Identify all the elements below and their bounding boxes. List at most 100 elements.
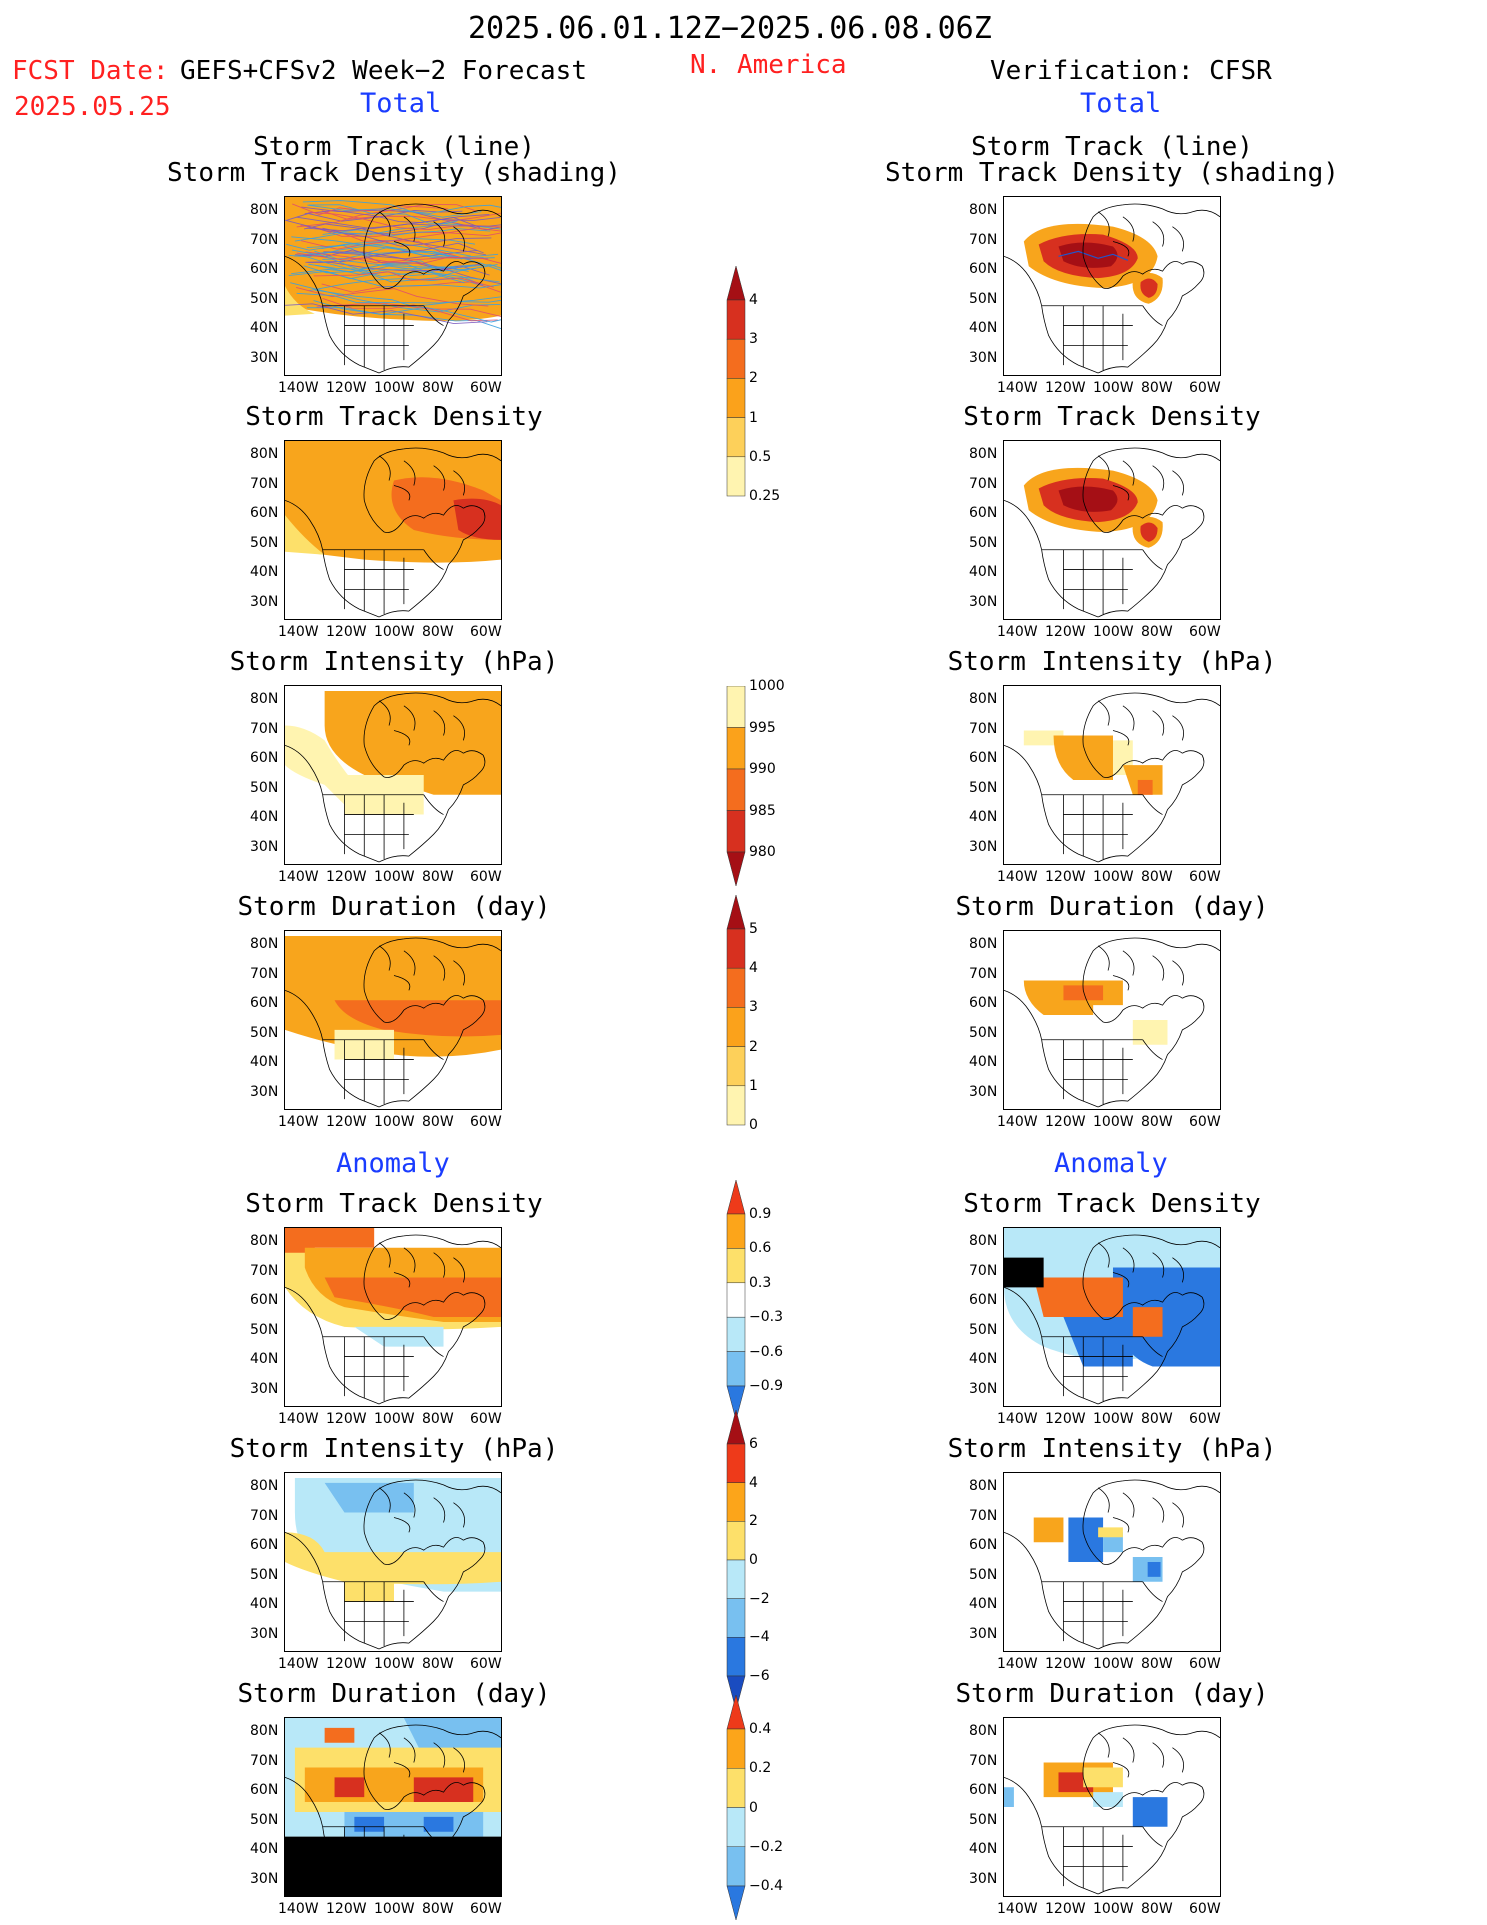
- lat-tick-label: 30N: [969, 1083, 998, 1100]
- shading-region: [285, 1532, 501, 1585]
- colorbar-label: 3: [749, 999, 758, 1016]
- panel-title: Storm Intensity (hPa): [947, 647, 1277, 677]
- colorbar-segment: [726, 1521, 746, 1561]
- lat-tick-label: 40N: [969, 1841, 998, 1857]
- storm-track-line: [302, 200, 482, 218]
- shading-region: [285, 197, 501, 321]
- total-label-right: Total: [1080, 88, 1162, 119]
- lon-tick-label: 80W: [422, 869, 454, 885]
- lat-tick-label: 40N: [250, 1054, 279, 1070]
- lon-tick-label: 60W: [1189, 869, 1221, 885]
- colorbar-segment: [726, 1598, 746, 1638]
- lat-tick-label: 70N: [969, 1262, 998, 1279]
- shading-region: [1023, 730, 1064, 746]
- colorbar-label: 985: [749, 802, 776, 819]
- storm-track-line: [306, 217, 481, 232]
- lat-tick-label: 70N: [250, 475, 279, 492]
- storm-track-line: [321, 244, 501, 271]
- map-outline: [1041, 1826, 1163, 1892]
- map-outline: [1041, 1336, 1163, 1402]
- lat-tick-label: 40N: [969, 809, 998, 825]
- storm-track-line: [304, 223, 487, 256]
- map-outline: [1097, 1242, 1184, 1288]
- colorbar-segment: [726, 456, 746, 497]
- colorbar-segment: [726, 967, 746, 1008]
- colorbar-density_anom: [726, 1180, 746, 1421]
- lat-tick-label: 60N: [969, 1292, 998, 1308]
- lat-tick-label: 60N: [969, 1537, 998, 1553]
- map-adensity-verification: [1003, 1227, 1221, 1407]
- lat-tick-label: 60N: [969, 750, 998, 766]
- region-label: N. America: [690, 50, 847, 80]
- lon-tick-label: 120W: [1045, 1411, 1086, 1427]
- lat-tick-label: 40N: [969, 564, 998, 580]
- lat-tick-label: 70N: [969, 475, 998, 492]
- lat-tick-label: 60N: [969, 995, 998, 1011]
- colorbar-duration_total: [726, 895, 746, 1126]
- panel-title: Storm Track Density: [963, 402, 1261, 432]
- map-outline: [322, 305, 444, 371]
- lon-tick-label: 80W: [1141, 869, 1173, 885]
- colorbar-segment: [726, 1768, 746, 1808]
- shading-region: [1004, 1787, 1014, 1807]
- shading-region: [1063, 985, 1104, 1001]
- colorbar-label: 0: [749, 1799, 758, 1816]
- lat-tick-label: 40N: [969, 1054, 998, 1070]
- lat-tick-label: 50N: [250, 779, 279, 796]
- map-track-verification: [1003, 196, 1221, 376]
- colorbar-segment: [726, 1410, 746, 1445]
- colorbar-label: 0: [749, 1117, 758, 1133]
- shading-region: [324, 1727, 355, 1743]
- map-outline: [1041, 1581, 1163, 1647]
- panel-title: Storm Intensity (hPa): [229, 647, 559, 677]
- shading-region: [1033, 1277, 1123, 1317]
- colorbar-duration_anom: [726, 1695, 746, 1921]
- shading-region: [1083, 1767, 1123, 1788]
- lat-tick-label: 30N: [250, 1870, 279, 1887]
- lat-tick-label: 80N: [969, 202, 998, 218]
- lon-tick-label: 80W: [1141, 380, 1173, 396]
- lat-tick-label: 60N: [250, 1292, 279, 1308]
- map-aintensity-forecast: [284, 1472, 502, 1652]
- map-outline: [322, 794, 444, 860]
- map-outline: [322, 1581, 444, 1647]
- map-outline: [1041, 549, 1163, 615]
- colorbar-label: 6: [749, 1436, 758, 1452]
- colorbar-segment: [726, 727, 746, 770]
- lon-tick-label: 120W: [1045, 1901, 1086, 1917]
- lon-tick-label: 120W: [1045, 1656, 1086, 1672]
- panel-title: Storm Intensity (hPa): [229, 1434, 559, 1464]
- model-label: GEFS+CFSv2 Week−2 Forecast: [180, 56, 587, 86]
- lon-tick-label: 60W: [470, 624, 502, 640]
- colorbar-label: −0.4: [749, 1878, 783, 1894]
- panel-title: Storm Track Density: [963, 1189, 1261, 1219]
- colorbar-intensity_anom: [726, 1410, 746, 1711]
- map-outline: [1041, 305, 1163, 371]
- colorbar-segment: [726, 1046, 746, 1087]
- lon-tick-label: 120W: [1045, 380, 1086, 396]
- colorbar-label: 0.5: [749, 448, 772, 465]
- fcst-date: 2025.05.25: [14, 92, 171, 122]
- lon-tick-label: 80W: [1141, 624, 1173, 640]
- colorbar-segment: [726, 417, 746, 458]
- map-intensity-verification: [1003, 685, 1221, 865]
- lat-tick-label: 70N: [969, 1752, 998, 1769]
- map-outline: [1097, 700, 1184, 746]
- colorbar-label: 4: [749, 1474, 758, 1491]
- colorbar-segment: [726, 1180, 746, 1215]
- lat-tick-label: 50N: [250, 534, 279, 551]
- anomaly-label-right: Anomaly: [1054, 1148, 1168, 1179]
- colorbar-segment: [726, 1085, 746, 1126]
- lat-tick-label: 80N: [969, 446, 998, 462]
- colorbar-segment: [726, 1351, 746, 1387]
- storm-track-line: [285, 303, 488, 325]
- lat-tick-label: 60N: [250, 750, 279, 766]
- lat-tick-label: 30N: [250, 838, 279, 855]
- lat-tick-label: 50N: [250, 1024, 279, 1041]
- colorbar-label: 3: [749, 331, 758, 348]
- colorbar-segment: [726, 1443, 746, 1483]
- lon-tick-label: 100W: [374, 1656, 415, 1672]
- lon-tick-label: 80W: [422, 1656, 454, 1672]
- lon-tick-label: 100W: [374, 380, 415, 396]
- lon-tick-label: 80W: [1141, 1656, 1173, 1672]
